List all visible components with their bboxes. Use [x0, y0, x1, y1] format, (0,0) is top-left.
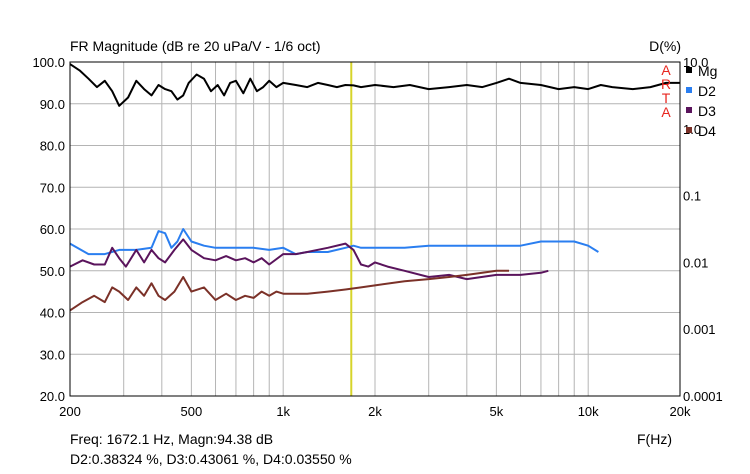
legend-label-d2: D2 [698, 83, 716, 99]
chart-title: FR Magnitude (dB re 20 uPa/V - 1/6 oct) [70, 38, 321, 54]
y-tick-label: 80.0 [40, 139, 65, 154]
x-tick-label: 500 [181, 404, 203, 419]
series-line-d3 [69, 238, 549, 281]
watermark-letter: A [661, 62, 671, 78]
watermark-letter: R [661, 76, 671, 92]
legend-swatch-d2 [686, 87, 692, 93]
cursor-readout-freq-magn: Freq: 1672.1 Hz, Magn:94.38 dB [70, 431, 274, 447]
series-layer [69, 63, 680, 312]
y-tick-label: 70.0 [40, 180, 65, 195]
y-tick-label: 60.0 [40, 222, 65, 237]
y-tick-label: 30.0 [40, 347, 65, 362]
legend-swatch-d4 [686, 127, 692, 133]
y-tick-label: 20.0 [40, 389, 65, 404]
watermark-letter: A [661, 104, 671, 120]
y2-tick-label: 0.001 [683, 322, 716, 337]
y2-tick-label: 0.01 [683, 255, 708, 270]
x-tick-label: 20k [670, 404, 691, 419]
x-tick-label: 10k [578, 404, 599, 419]
cursor-readout-distortion: D2:0.38324 %, D3:0.43061 %, D4:0.03550 % [70, 451, 352, 467]
legend-swatch-d3 [686, 107, 692, 113]
axis-ticks: 200 500 1k 2k 5k 10k 20k 100.0 90.0 80.0 70.0 60.0 5… [32, 55, 722, 419]
x-tick-label: 200 [59, 404, 81, 419]
y2-tick-label: 0.0001 [683, 389, 723, 404]
y-tick-label: 100.0 [32, 55, 65, 70]
y-tick-label: 40.0 [40, 306, 65, 321]
x-axis-label: F(Hz) [637, 431, 672, 447]
series-line-mg [69, 63, 680, 107]
legend-label-d3: D3 [698, 103, 716, 119]
y2-tick-label: 0.1 [683, 189, 701, 204]
watermark-letter: T [662, 90, 671, 106]
series-line-d2 [69, 228, 599, 256]
plot-frame [69, 61, 681, 397]
y-tick-label: 50.0 [40, 264, 65, 279]
y2-tick-label: 10.0 [683, 55, 708, 70]
y2-tick-label: 1.0 [683, 122, 701, 137]
grid [70, 62, 680, 396]
y-tick-label: 90.0 [40, 97, 65, 112]
legend-label-d4: D4 [698, 123, 716, 139]
x-tick-label: 5k [490, 404, 504, 419]
series-line-d4 [69, 269, 509, 312]
x-tick-label: 1k [276, 404, 290, 419]
x-tick-label: 2k [368, 404, 382, 419]
right-axis-title: D(%) [649, 38, 681, 54]
legend-label-mg: Mg [698, 63, 717, 79]
legend-swatch-mg [686, 67, 692, 73]
legend: Mg D2 D3 D4 [686, 63, 717, 139]
